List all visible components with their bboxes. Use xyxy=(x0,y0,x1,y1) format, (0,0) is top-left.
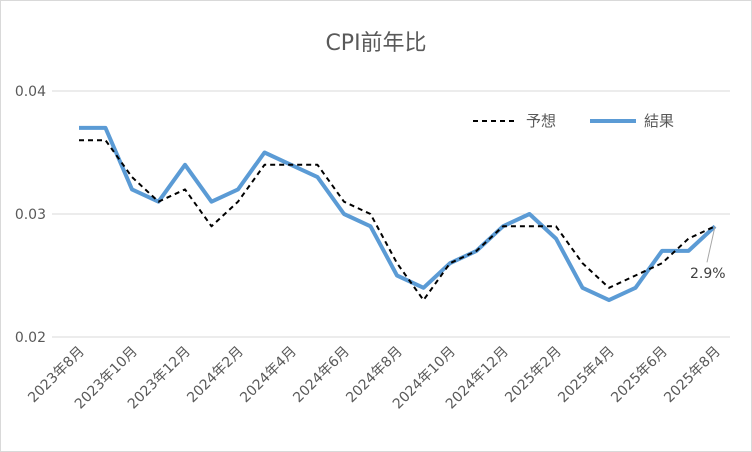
x-tick-label: 2024年4月 xyxy=(237,344,300,407)
data-label-last: 2.9% xyxy=(690,226,726,282)
legend-label-actual: 結果 xyxy=(644,112,674,130)
data-label-2-9-percent: 2.9% xyxy=(690,266,726,282)
y-axis-ticks: 0.02 0.03 0.04 xyxy=(15,84,46,346)
legend: 予想 結果 xyxy=(473,112,674,130)
x-tick-label: 2025年2月 xyxy=(502,344,565,407)
x-tick-label: 2024年6月 xyxy=(290,344,353,407)
legend-label-forecast: 予想 xyxy=(526,112,556,130)
forecast-series-line xyxy=(79,139,716,302)
gridlines xyxy=(52,90,730,338)
y-tick-label: 0.04 xyxy=(15,84,46,100)
series-lines xyxy=(79,125,717,303)
label-leader-line xyxy=(706,226,716,263)
x-axis-ticks: 2023年8月2023年10月2023年12月2024年2月2024年4月202… xyxy=(25,344,724,413)
y-tick-label: 0.03 xyxy=(15,207,46,223)
x-tick-label: 2024年2月 xyxy=(184,344,247,407)
y-tick-label: 0.02 xyxy=(15,330,46,346)
x-tick-label: 2025年4月 xyxy=(555,344,618,407)
x-tick-label: 2025年8月 xyxy=(661,344,724,407)
chart-title: CPI前年比 xyxy=(325,31,426,56)
x-tick-label: 2025年6月 xyxy=(608,344,671,407)
actual-series-line xyxy=(79,125,717,303)
